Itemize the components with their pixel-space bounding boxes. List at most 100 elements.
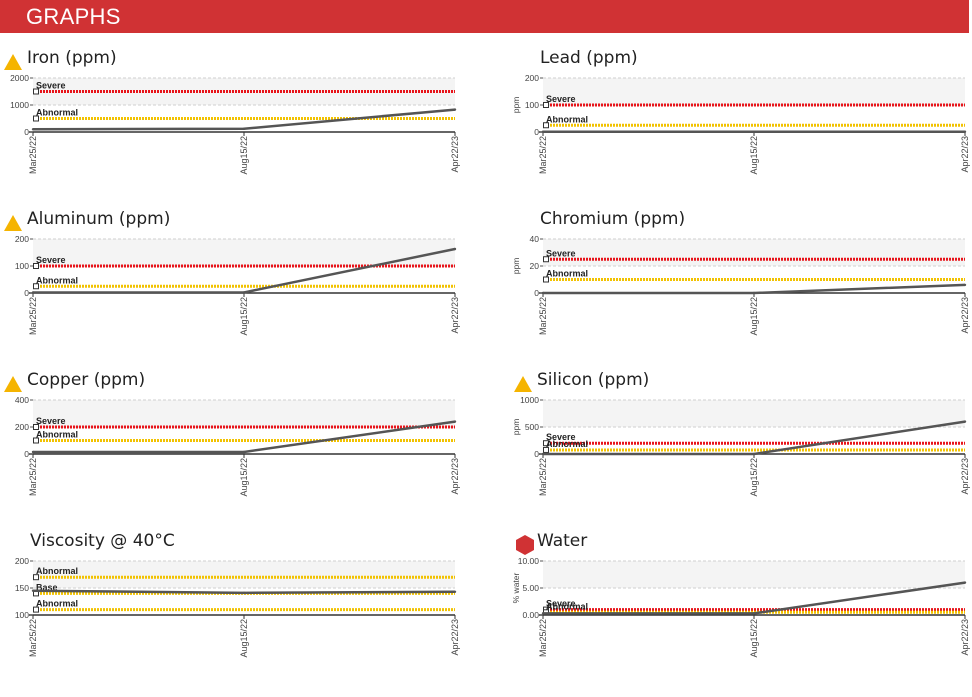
- chart-panel: Viscosity @ 40°C Mar25/22 Aug15/22 Apr22/23…: [0, 531, 470, 691]
- x-tick-label: Aug15/22: [239, 458, 249, 497]
- limit-marker: [33, 574, 39, 581]
- y-tick-label: 40: [530, 234, 540, 244]
- chart-band: [33, 561, 455, 588]
- y-tick-label: 10.00: [518, 556, 540, 566]
- y-tick-label: 0: [24, 449, 29, 459]
- data-point: [963, 420, 967, 423]
- data-point: [752, 130, 756, 133]
- limit-label: Abnormal: [36, 430, 78, 440]
- chart-panel: Iron (ppm) Mar25/22 Aug15/22 Apr22/23 0 1000 2…: [0, 48, 470, 208]
- limit-marker: [543, 122, 549, 129]
- limit-label: Abnormal: [546, 114, 588, 124]
- data-point: [453, 420, 457, 423]
- warning-triangle-shape: [514, 376, 532, 392]
- data-point: [242, 450, 246, 454]
- y-tick-label: 100: [525, 100, 539, 110]
- limit-label: Severe: [36, 255, 66, 265]
- y-tick-label: 5.00: [522, 583, 539, 593]
- limit-marker: [543, 276, 549, 283]
- chart-title: Copper (ppm): [27, 370, 146, 390]
- limit-label: Abnormal: [546, 439, 588, 449]
- y-tick-label: 200: [525, 73, 539, 83]
- series-line: [543, 283, 966, 295]
- limit-marker: [543, 256, 549, 263]
- x-tick-label: Apr22/23: [960, 619, 970, 656]
- x-tick-label: Apr22/23: [960, 136, 970, 173]
- chart-title: Silicon (ppm): [537, 370, 650, 390]
- limit-label: Abnormal: [36, 566, 78, 576]
- data-point: [31, 589, 35, 592]
- y-tick-label: 400: [15, 395, 29, 405]
- warning-triangle-icon: [514, 376, 532, 392]
- y-axis-label: ppm: [511, 419, 521, 436]
- limit-marker: [33, 115, 39, 122]
- chart-panel: Chromium (ppm) Mar25/22 Aug15/22 Apr22/23 0 2…: [510, 209, 972, 369]
- limit-label: Abnormal: [546, 601, 588, 611]
- chart-title: Lead (ppm): [540, 48, 638, 68]
- limit-marker: [543, 440, 549, 447]
- data-point: [453, 247, 457, 251]
- y-tick-label: 2000: [10, 73, 29, 83]
- x-tick-label: Aug15/22: [749, 297, 759, 336]
- y-tick-label: 0: [24, 127, 29, 137]
- x-tick-label: Apr22/23: [450, 458, 460, 495]
- warning-triangle-icon: [4, 54, 22, 70]
- x-tick-label: Mar25/22: [538, 297, 548, 335]
- chart-band: [543, 78, 965, 105]
- data-point: [242, 591, 246, 595]
- y-tick-label: 0: [24, 288, 29, 298]
- limit-label: Abnormal: [546, 269, 588, 279]
- y-tick-label: 1000: [10, 100, 29, 110]
- data-point: [453, 108, 457, 111]
- chart-band: [543, 400, 965, 427]
- critical-hexagon-icon: [516, 535, 534, 555]
- limit-marker: [33, 606, 39, 613]
- chart-band: [33, 400, 455, 427]
- y-tick-label: 0.00: [522, 610, 539, 620]
- y-tick-label: 0: [534, 127, 539, 137]
- chart-plot: Mar25/22 Aug15/22 Apr22/23 0 20 40 ppm Severe Ab…: [511, 234, 970, 336]
- x-tick-label: Aug15/22: [749, 458, 759, 497]
- x-tick-label: Apr22/23: [960, 297, 970, 334]
- y-axis-label: ppm: [511, 97, 521, 114]
- limit-marker: [543, 102, 549, 108]
- limit-label: Severe: [36, 81, 66, 91]
- x-tick-label: Mar25/22: [538, 619, 548, 657]
- chart-panel: Silicon (ppm) Mar25/22 Aug15/22 Apr22/23 0 50…: [510, 370, 972, 530]
- limit-marker: [33, 424, 39, 430]
- chart-band: [33, 239, 455, 266]
- data-point: [963, 283, 967, 287]
- x-tick-label: Apr22/23: [450, 619, 460, 656]
- limit-label: Severe: [546, 248, 576, 258]
- y-tick-label: 1000: [520, 395, 539, 405]
- chart-panel: Water Mar25/22 Aug15/22 Apr22/23 0.00 5.00 10.…: [510, 531, 972, 691]
- data-point: [242, 127, 246, 130]
- y-axis-label: ppm: [511, 258, 521, 275]
- data-point: [752, 291, 756, 295]
- chart-title: Water: [537, 531, 588, 551]
- x-tick-label: Mar25/22: [28, 136, 38, 174]
- data-point: [541, 452, 545, 456]
- data-point: [31, 128, 35, 131]
- x-tick-label: Apr22/23: [450, 297, 460, 334]
- limit-label: Severe: [546, 432, 576, 442]
- graphs-header: GRAPHS: [0, 0, 969, 33]
- chart-panel: Lead (ppm) Mar25/22 Aug15/22 Apr22/23 0 100 20…: [510, 48, 972, 208]
- warning-triangle-shape: [4, 54, 22, 70]
- y-axis-label: % water: [511, 572, 521, 603]
- data-point: [242, 291, 246, 294]
- y-tick-label: 20: [530, 261, 540, 271]
- data-point: [31, 450, 35, 454]
- x-tick-label: Mar25/22: [28, 619, 38, 657]
- limit-marker: [33, 283, 39, 290]
- limit-label: Base: [36, 582, 58, 592]
- x-tick-label: Aug15/22: [239, 619, 249, 658]
- chart-plot: Mar25/22 Aug15/22 Apr22/23 100 150 200 Abnorma…: [15, 556, 460, 658]
- warning-triangle-shape: [4, 376, 22, 392]
- x-tick-label: Apr22/23: [450, 136, 460, 173]
- data-point: [752, 612, 756, 615]
- y-tick-label: 500: [525, 422, 539, 432]
- limit-label: Abnormal: [36, 108, 78, 118]
- x-tick-label: Aug15/22: [749, 136, 759, 175]
- x-tick-label: Aug15/22: [239, 136, 249, 175]
